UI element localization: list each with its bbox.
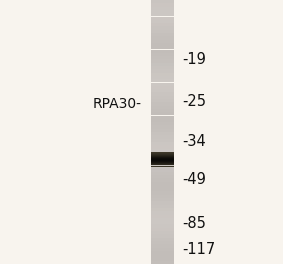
Bar	[151, 228, 174, 231]
Bar	[151, 125, 174, 129]
Bar	[151, 119, 174, 122]
Bar	[151, 3, 174, 7]
Bar	[151, 122, 174, 125]
Bar	[151, 214, 174, 218]
Bar	[151, 106, 174, 109]
Bar	[151, 89, 174, 92]
Bar	[151, 82, 174, 86]
Bar	[151, 116, 174, 119]
Bar	[151, 142, 174, 145]
Bar	[151, 162, 174, 165]
Bar	[151, 33, 174, 36]
Bar	[151, 148, 174, 152]
Bar	[151, 208, 174, 211]
Bar	[151, 251, 174, 254]
Bar	[151, 46, 174, 50]
Bar	[151, 13, 174, 16]
Bar	[151, 172, 174, 175]
Bar	[151, 59, 174, 63]
Bar	[151, 76, 174, 79]
Bar	[151, 26, 174, 30]
Bar	[151, 99, 174, 102]
Bar	[151, 79, 174, 82]
Text: -25: -25	[183, 94, 207, 109]
Bar	[151, 221, 174, 224]
Bar	[151, 241, 174, 244]
Bar	[151, 198, 174, 201]
Bar	[151, 234, 174, 238]
Bar	[151, 145, 174, 148]
Bar	[151, 16, 174, 20]
Bar	[151, 30, 174, 33]
Bar	[151, 92, 174, 96]
Bar	[151, 254, 174, 257]
Bar	[151, 23, 174, 26]
Bar	[151, 257, 174, 261]
Bar	[151, 244, 174, 248]
Bar	[151, 96, 174, 99]
Bar	[151, 191, 174, 195]
Bar	[151, 201, 174, 205]
Bar	[151, 205, 174, 208]
Bar	[151, 261, 174, 264]
Bar	[151, 112, 174, 116]
Bar	[151, 66, 174, 69]
Bar	[151, 102, 174, 106]
Bar	[151, 53, 174, 56]
Text: -85: -85	[183, 216, 206, 230]
Bar	[151, 195, 174, 198]
Bar	[151, 10, 174, 13]
Bar	[151, 86, 174, 89]
Bar	[151, 109, 174, 112]
Bar	[151, 248, 174, 251]
Bar	[151, 211, 174, 214]
Bar	[151, 43, 174, 46]
Bar	[151, 238, 174, 241]
Bar	[151, 155, 174, 158]
Bar	[151, 218, 174, 221]
Bar	[151, 69, 174, 73]
Bar	[151, 182, 174, 185]
Bar	[151, 135, 174, 139]
Bar	[151, 7, 174, 10]
Text: -19: -19	[183, 52, 206, 67]
Bar	[151, 188, 174, 191]
Bar	[151, 56, 174, 59]
Bar	[151, 73, 174, 76]
Bar	[151, 175, 174, 178]
Bar	[151, 165, 174, 168]
Bar	[151, 20, 174, 23]
Bar	[151, 36, 174, 40]
Bar	[151, 224, 174, 228]
Text: -34: -34	[183, 134, 206, 149]
Bar	[151, 63, 174, 66]
Bar	[151, 178, 174, 182]
Bar	[151, 168, 174, 172]
Bar	[151, 50, 174, 53]
Bar	[151, 132, 174, 135]
Text: RPA30-: RPA30-	[93, 97, 142, 111]
Bar	[151, 158, 174, 162]
Bar	[151, 139, 174, 142]
Bar	[151, 152, 174, 155]
Text: -49: -49	[183, 172, 206, 187]
Text: -117: -117	[183, 242, 216, 257]
Bar	[151, 185, 174, 188]
Bar	[151, 0, 174, 3]
Bar	[151, 231, 174, 234]
Bar	[151, 129, 174, 132]
Bar	[151, 40, 174, 43]
